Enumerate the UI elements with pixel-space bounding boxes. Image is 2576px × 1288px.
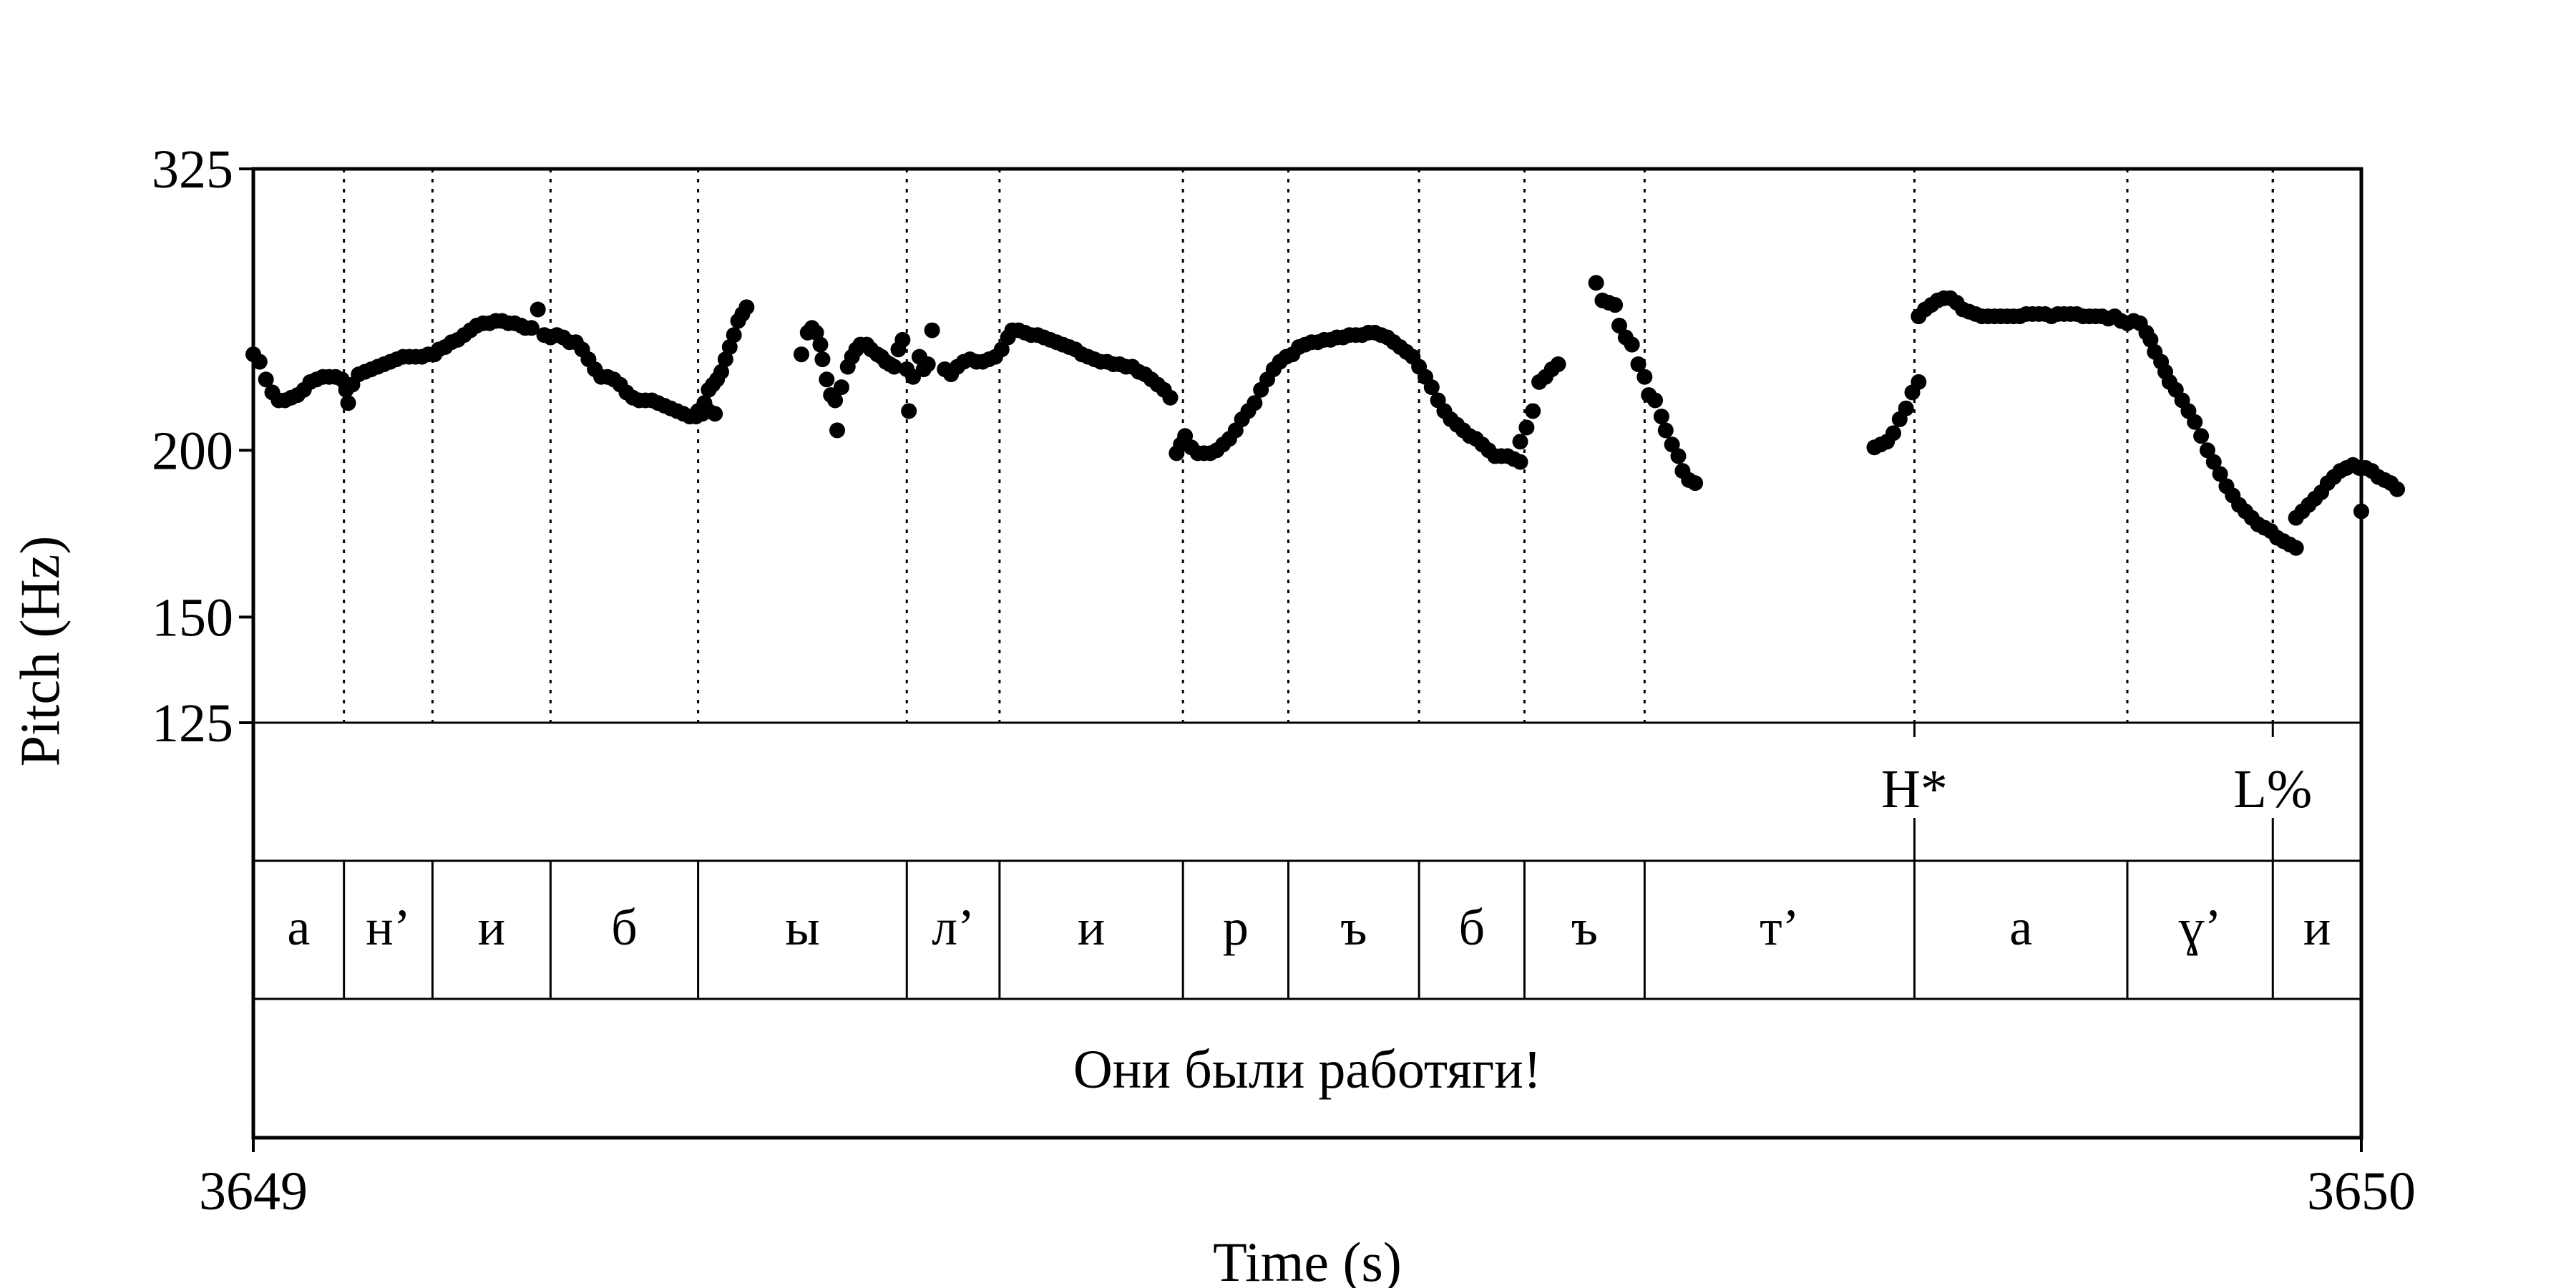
segment-label: л’ — [932, 899, 975, 956]
segment-label: б — [1458, 899, 1485, 956]
pitch-point — [1512, 454, 1528, 470]
pitch-point — [2205, 454, 2222, 470]
pitch-point — [819, 371, 835, 388]
pitch-point — [1624, 336, 1640, 353]
pitch-point — [894, 331, 911, 348]
y-tick-label: 325 — [152, 140, 233, 200]
segment-label: а — [2009, 899, 2032, 956]
pitch-point — [1588, 275, 1604, 291]
pitch-point — [1653, 409, 1669, 425]
pitch-point — [251, 353, 268, 370]
pitch-point — [808, 324, 824, 341]
segment-label: т’ — [1760, 899, 1799, 956]
pitch-point — [1911, 374, 1927, 390]
segment-boundaries — [343, 861, 2274, 999]
pitch-point — [713, 364, 730, 380]
boundary-guide-lines — [343, 169, 2274, 723]
plot-frame — [251, 167, 2363, 1140]
pitch-point — [523, 320, 540, 336]
segment-label: н’ — [366, 899, 411, 956]
segment-label: и — [478, 899, 506, 956]
pitch-point — [1664, 436, 1680, 453]
y-tick-label: 125 — [152, 693, 233, 753]
pitch-point — [726, 327, 742, 343]
pitch-point — [1657, 422, 1674, 439]
pitch-point — [2199, 442, 2215, 459]
pitch-point — [340, 395, 356, 411]
segment-label: ъ — [1571, 899, 1598, 956]
x-axis-ticks: 3649 3650 — [199, 1138, 2416, 1221]
pitch-point — [2193, 428, 2210, 444]
pitch-point — [1898, 400, 1914, 416]
y-tick-label: 200 — [152, 421, 233, 481]
pitch-point — [919, 356, 936, 373]
pitch-point — [696, 395, 713, 411]
pitch-point — [1670, 448, 1687, 464]
segment-label: ы — [785, 899, 819, 956]
y-axis-ticks: 125 150 200 325 — [152, 140, 253, 753]
sentence-label: Они были работяги! — [1073, 1040, 1541, 1100]
pitch-point — [812, 336, 829, 353]
pitch-point — [258, 371, 274, 388]
segment-label: ъ — [1340, 899, 1367, 956]
pitch-point — [2212, 466, 2228, 482]
pitch-track — [245, 275, 2406, 556]
pitch-point — [717, 351, 733, 368]
pitch-point — [886, 358, 902, 375]
segment-label: б — [611, 899, 638, 956]
tone-tier: H* L% — [1881, 169, 2312, 861]
pitch-point — [1611, 318, 1628, 334]
segment-tier: а н’ и б ы л’ и р ъ б ъ т’ а ɣ’ и — [287, 899, 2331, 956]
y-tick-label: 150 — [152, 587, 233, 648]
pitch-point — [1687, 475, 1704, 492]
pitch-point — [2288, 540, 2304, 556]
pitch-point — [1525, 403, 1541, 419]
pitch-point — [829, 422, 846, 439]
pitch-point — [1885, 425, 1901, 441]
x-tick-label: 3649 — [199, 1161, 308, 1221]
pitch-point — [1607, 297, 1624, 313]
pitch-point — [2142, 331, 2159, 348]
pitch-point — [1512, 434, 1528, 450]
pitch-point — [1630, 356, 1646, 373]
segment-label: р — [1223, 899, 1249, 956]
pitch-point — [2187, 414, 2203, 430]
x-tick-label: 3650 — [2307, 1161, 2416, 1221]
pitch-point — [793, 346, 809, 363]
tone-label: L% — [2233, 759, 2312, 819]
pitch-point — [814, 351, 831, 368]
x-axis-title: Time (s) — [1213, 1231, 1402, 1288]
segment-label: ɣ’ — [2179, 899, 2222, 956]
segment-label: и — [1078, 899, 1106, 956]
pitch-point — [738, 299, 755, 316]
pitch-point — [993, 341, 1010, 358]
pitch-point — [833, 379, 849, 396]
pitch-point — [707, 406, 723, 422]
pitch-point — [1647, 392, 1664, 409]
pitch-point — [2389, 481, 2406, 497]
segment-label: и — [2303, 899, 2331, 956]
pitch-point — [901, 403, 917, 419]
pitch-point — [827, 392, 844, 409]
segment-label: а — [287, 899, 310, 956]
pitch-point — [924, 322, 940, 338]
pitch-point — [721, 338, 738, 355]
pitch-point — [1423, 379, 1440, 396]
pitch-point — [1636, 369, 1653, 385]
pitch-point — [1550, 356, 1566, 373]
y-axis-title: Pitch (Hz) — [9, 536, 71, 767]
pitch-point — [530, 301, 546, 318]
pitch-point — [1246, 395, 1263, 411]
pitch-point — [1518, 419, 1535, 436]
pitch-point — [1162, 389, 1179, 406]
tone-label: H* — [1881, 759, 1948, 819]
